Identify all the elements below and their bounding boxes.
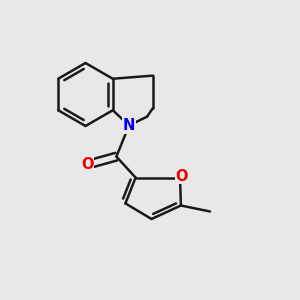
Text: O: O [175,169,188,184]
Text: N: N [123,118,135,133]
Text: O: O [81,157,93,172]
